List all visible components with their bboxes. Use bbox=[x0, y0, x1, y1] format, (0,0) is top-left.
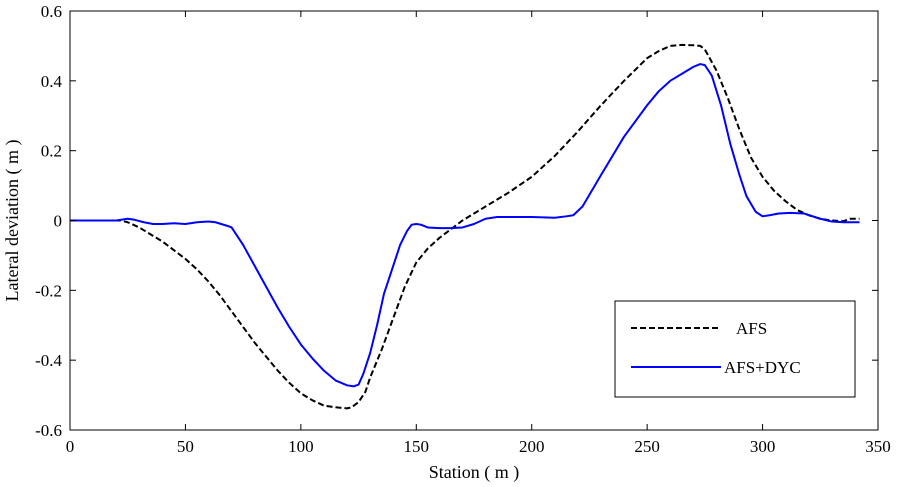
x-tick-labels: 0 50 100 150 200 250 300 350 bbox=[66, 437, 891, 456]
x-tick-label: 100 bbox=[288, 437, 314, 456]
x-tick-label: 50 bbox=[177, 437, 194, 456]
x-tick-label: 200 bbox=[519, 437, 545, 456]
y-tick-label: -0.2 bbox=[35, 281, 62, 300]
x-tick-label: 0 bbox=[66, 437, 75, 456]
y-axis-label: Lateral deviation ( m ) bbox=[2, 140, 23, 302]
x-axis-label: Station ( m ) bbox=[429, 462, 520, 483]
x-tick-label: 350 bbox=[865, 437, 891, 456]
y-tick-label: 0.6 bbox=[41, 2, 62, 21]
legend-label-afs: AFS bbox=[736, 319, 767, 338]
y-tick-labels: -0.6 -0.4 -0.2 0 0.2 0.4 0.6 bbox=[35, 2, 62, 440]
y-tick-label: -0.4 bbox=[35, 351, 62, 370]
legend-label-afs-dyc: AFS+DYC bbox=[724, 358, 801, 377]
x-tick-label: 250 bbox=[634, 437, 660, 456]
y-tick-label: 0 bbox=[54, 212, 63, 231]
y-tick-label: -0.6 bbox=[35, 421, 62, 440]
series-line-afs bbox=[70, 43, 860, 410]
axis-ticks bbox=[69, 10, 879, 431]
x-tick-label: 150 bbox=[404, 437, 430, 456]
x-tick-label: 300 bbox=[750, 437, 776, 456]
series-layer bbox=[70, 43, 860, 410]
series-line-afs-dyc bbox=[70, 63, 860, 388]
y-tick-label: 0.4 bbox=[41, 72, 63, 91]
legend: AFS AFS+DYC bbox=[614, 300, 856, 398]
legend-box bbox=[614, 300, 856, 398]
y-tick-label: 0.2 bbox=[41, 142, 62, 161]
